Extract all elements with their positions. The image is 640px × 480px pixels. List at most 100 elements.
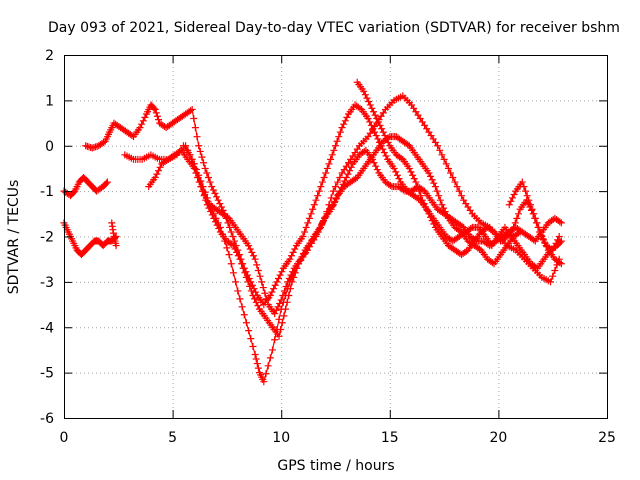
data-point-marker bbox=[282, 305, 290, 313]
data-point-marker bbox=[379, 128, 387, 136]
data-point-marker bbox=[231, 245, 239, 253]
data-point-marker bbox=[191, 164, 199, 172]
data-point-marker bbox=[251, 255, 259, 263]
data-point-marker bbox=[263, 295, 271, 303]
data-point-marker bbox=[555, 233, 563, 240]
data-point-marker bbox=[211, 189, 219, 197]
data-point-marker bbox=[505, 201, 513, 209]
data-point-marker bbox=[307, 239, 315, 247]
data-point-marker bbox=[213, 193, 221, 201]
data-point-marker bbox=[236, 255, 244, 263]
data-point-marker bbox=[557, 237, 565, 245]
data-point-marker bbox=[305, 243, 313, 251]
data-point-marker bbox=[229, 242, 237, 250]
data-point-marker bbox=[419, 186, 427, 194]
data-point-marker bbox=[395, 175, 403, 183]
data-point-marker bbox=[367, 121, 375, 129]
data-point-marker bbox=[332, 142, 339, 150]
data-point-marker bbox=[436, 146, 444, 154]
data-point-marker bbox=[334, 178, 342, 186]
data-point-marker bbox=[278, 268, 286, 276]
data-point-marker bbox=[368, 155, 376, 163]
data-point-marker bbox=[335, 133, 343, 141]
series-track-9 bbox=[505, 178, 565, 268]
data-point-marker bbox=[227, 260, 235, 268]
data-point-marker bbox=[240, 311, 248, 319]
data-point-marker bbox=[510, 191, 518, 199]
data-point-marker bbox=[510, 223, 518, 231]
data-point-marker bbox=[320, 217, 328, 225]
data-point-marker bbox=[557, 260, 565, 268]
data-point-marker bbox=[336, 174, 344, 182]
data-point-marker bbox=[223, 213, 231, 221]
data-point-marker bbox=[425, 210, 433, 218]
data-point-marker bbox=[271, 310, 279, 318]
data-point-marker bbox=[236, 295, 244, 303]
data-point-marker bbox=[260, 378, 268, 386]
data-point-marker bbox=[187, 107, 195, 115]
data-point-marker bbox=[431, 183, 439, 191]
data-point-marker bbox=[514, 210, 522, 218]
data-point-marker bbox=[535, 223, 543, 231]
data-point-marker bbox=[404, 141, 412, 149]
data-point-marker bbox=[435, 192, 443, 200]
data-point-marker bbox=[417, 192, 425, 200]
data-point-marker bbox=[334, 191, 342, 199]
data-point-marker bbox=[328, 151, 336, 159]
data-point-marker bbox=[344, 170, 352, 178]
data-point-marker bbox=[280, 312, 288, 320]
data-point-marker bbox=[244, 278, 252, 286]
data-point-marker bbox=[422, 203, 430, 211]
data-point-marker bbox=[199, 187, 207, 195]
data-point-marker bbox=[223, 244, 231, 252]
data-point-marker bbox=[151, 174, 159, 182]
data-point-marker bbox=[384, 138, 392, 146]
data-point-marker bbox=[434, 142, 442, 150]
data-point-marker bbox=[523, 192, 531, 200]
y-tick-label: 2 bbox=[45, 48, 54, 64]
data-point-marker bbox=[531, 214, 539, 222]
data-point-marker bbox=[151, 105, 159, 113]
data-point-marker bbox=[274, 303, 282, 311]
data-point-marker bbox=[271, 281, 279, 289]
data-point-marker bbox=[238, 260, 246, 268]
data-point-marker bbox=[154, 116, 162, 124]
y-tick-label: -5 bbox=[40, 366, 54, 382]
axis-ticks: 0 5 10 15 20 25 -6 -5 -4 -3 -2 -1 0 1 2 bbox=[40, 48, 616, 446]
data-point-marker bbox=[455, 187, 463, 195]
data-point-marker bbox=[228, 240, 236, 248]
data-point-marker bbox=[103, 178, 111, 186]
data-point-marker bbox=[302, 223, 310, 231]
data-point-marker bbox=[390, 164, 398, 172]
data-point-marker bbox=[378, 125, 386, 133]
data-point-marker bbox=[139, 117, 147, 125]
data-point-marker bbox=[363, 94, 371, 102]
data-point-marker bbox=[533, 219, 541, 227]
data-point-marker bbox=[518, 178, 526, 186]
data-point-marker bbox=[320, 174, 328, 182]
data-point-marker bbox=[251, 350, 259, 358]
data-point-marker bbox=[234, 287, 242, 295]
x-tick-label: 15 bbox=[381, 430, 399, 446]
data-point-marker bbox=[347, 163, 355, 171]
data-point-marker bbox=[475, 245, 483, 253]
data-point-marker bbox=[233, 248, 241, 256]
data-point-marker bbox=[276, 271, 284, 279]
data-point-marker bbox=[543, 243, 551, 251]
data-point-marker bbox=[291, 245, 299, 253]
data-point-marker bbox=[413, 183, 421, 191]
data-point-marker bbox=[192, 169, 200, 177]
y-tick-label: -6 bbox=[40, 411, 54, 427]
data-point-marker bbox=[556, 259, 564, 267]
data-point-marker bbox=[342, 174, 350, 182]
data-point-marker bbox=[150, 104, 158, 112]
y-tick-label: -4 bbox=[40, 320, 54, 336]
data-point-marker bbox=[262, 370, 270, 378]
data-point-marker bbox=[193, 133, 201, 141]
data-point-marker bbox=[552, 239, 560, 247]
series-track-3 bbox=[108, 219, 120, 250]
data-point-marker bbox=[304, 219, 312, 227]
data-point-marker bbox=[440, 155, 448, 163]
data-point-marker bbox=[286, 255, 294, 263]
